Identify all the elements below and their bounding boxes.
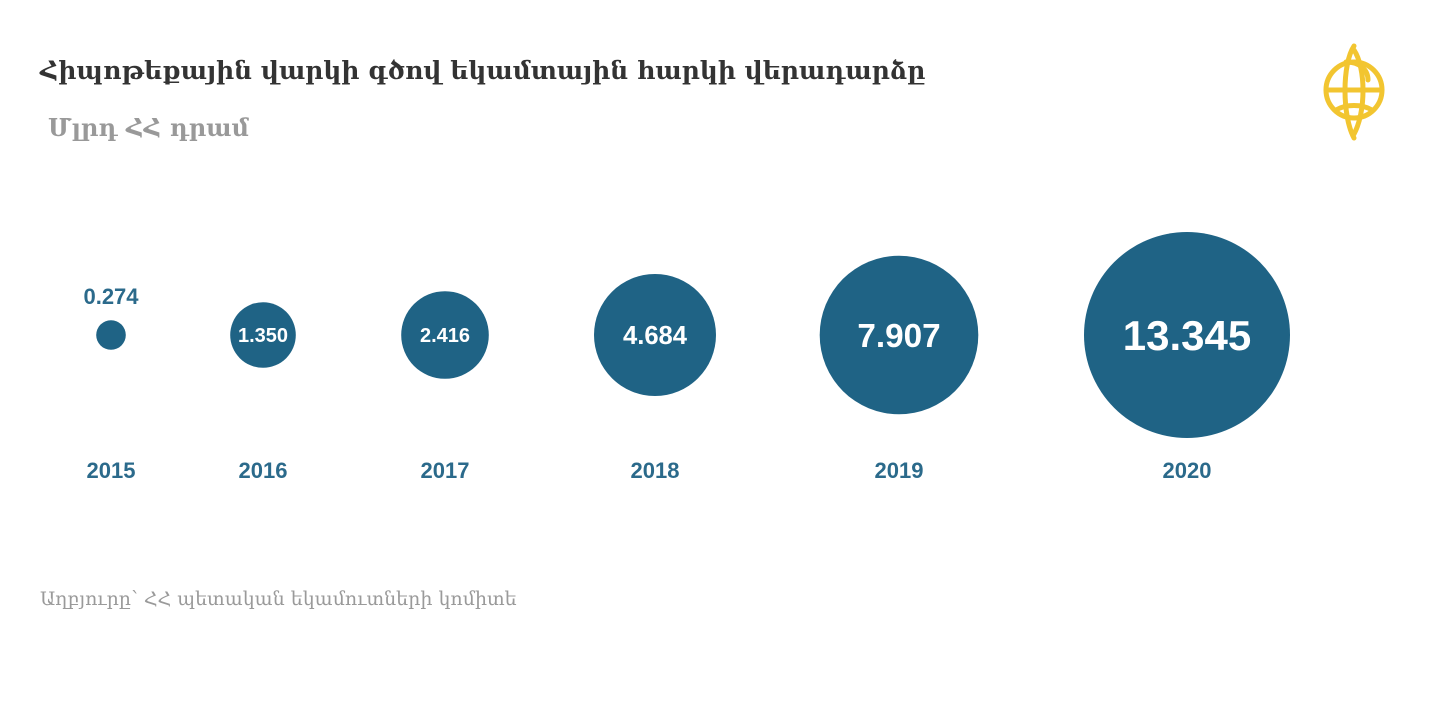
value-label-2017: 2.416 xyxy=(420,325,470,347)
value-label-2018: 4.684 xyxy=(623,322,688,350)
bubble-2020 xyxy=(1084,232,1290,438)
globe-emblem-icon xyxy=(1323,43,1385,141)
value-label-2020: 13.345 xyxy=(1123,312,1251,359)
value-label-2016: 1.350 xyxy=(238,325,288,347)
bubble-2019 xyxy=(819,255,979,415)
year-label-2019: 2019 xyxy=(875,458,924,483)
chart-title: Հիպոթեքային վարկի գծով եկամտային հարկի վ… xyxy=(40,56,926,85)
value-label-2015: 0.274 xyxy=(83,284,139,309)
year-label-2016: 2016 xyxy=(239,458,288,483)
bubble-2018 xyxy=(594,274,716,396)
year-label-2017: 2017 xyxy=(421,458,470,483)
bubble-2016 xyxy=(230,302,296,368)
year-label-2018: 2018 xyxy=(631,458,680,483)
bubble-2015 xyxy=(96,320,126,350)
source-note: Աղբյուրը՝ ՀՀ պետական եկամուտների կոմիտե xyxy=(40,588,517,610)
value-label-2019: 7.907 xyxy=(857,318,940,355)
bubble-2017 xyxy=(401,291,489,379)
chart-subtitle: Մլրդ ՀՀ դրամ xyxy=(48,113,249,142)
year-label-2015: 2015 xyxy=(87,458,136,483)
year-label-2020: 2020 xyxy=(1163,458,1212,483)
